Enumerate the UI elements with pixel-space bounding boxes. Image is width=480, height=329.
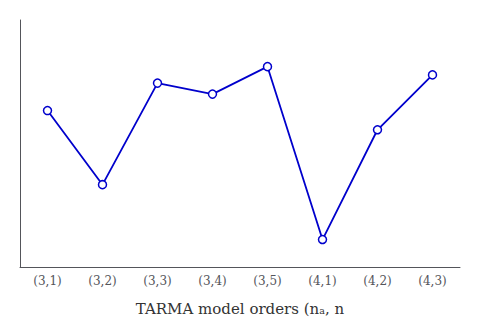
svg-text:(3,3): (3,3) — [143, 274, 171, 288]
svg-text:(4,3): (4,3) — [418, 274, 446, 288]
svg-text:(3,5): (3,5) — [253, 274, 281, 288]
svg-text:(3,4): (3,4) — [198, 274, 226, 288]
svg-text:(3,2): (3,2) — [88, 274, 116, 288]
svg-text:(4,2): (4,2) — [363, 274, 391, 288]
svg-text:(4,1): (4,1) — [308, 274, 336, 288]
svg-text:TARMA model orders (nₐ, n: TARMA model orders (nₐ, n — [136, 300, 345, 318]
svg-text:(3,1): (3,1) — [33, 274, 61, 288]
